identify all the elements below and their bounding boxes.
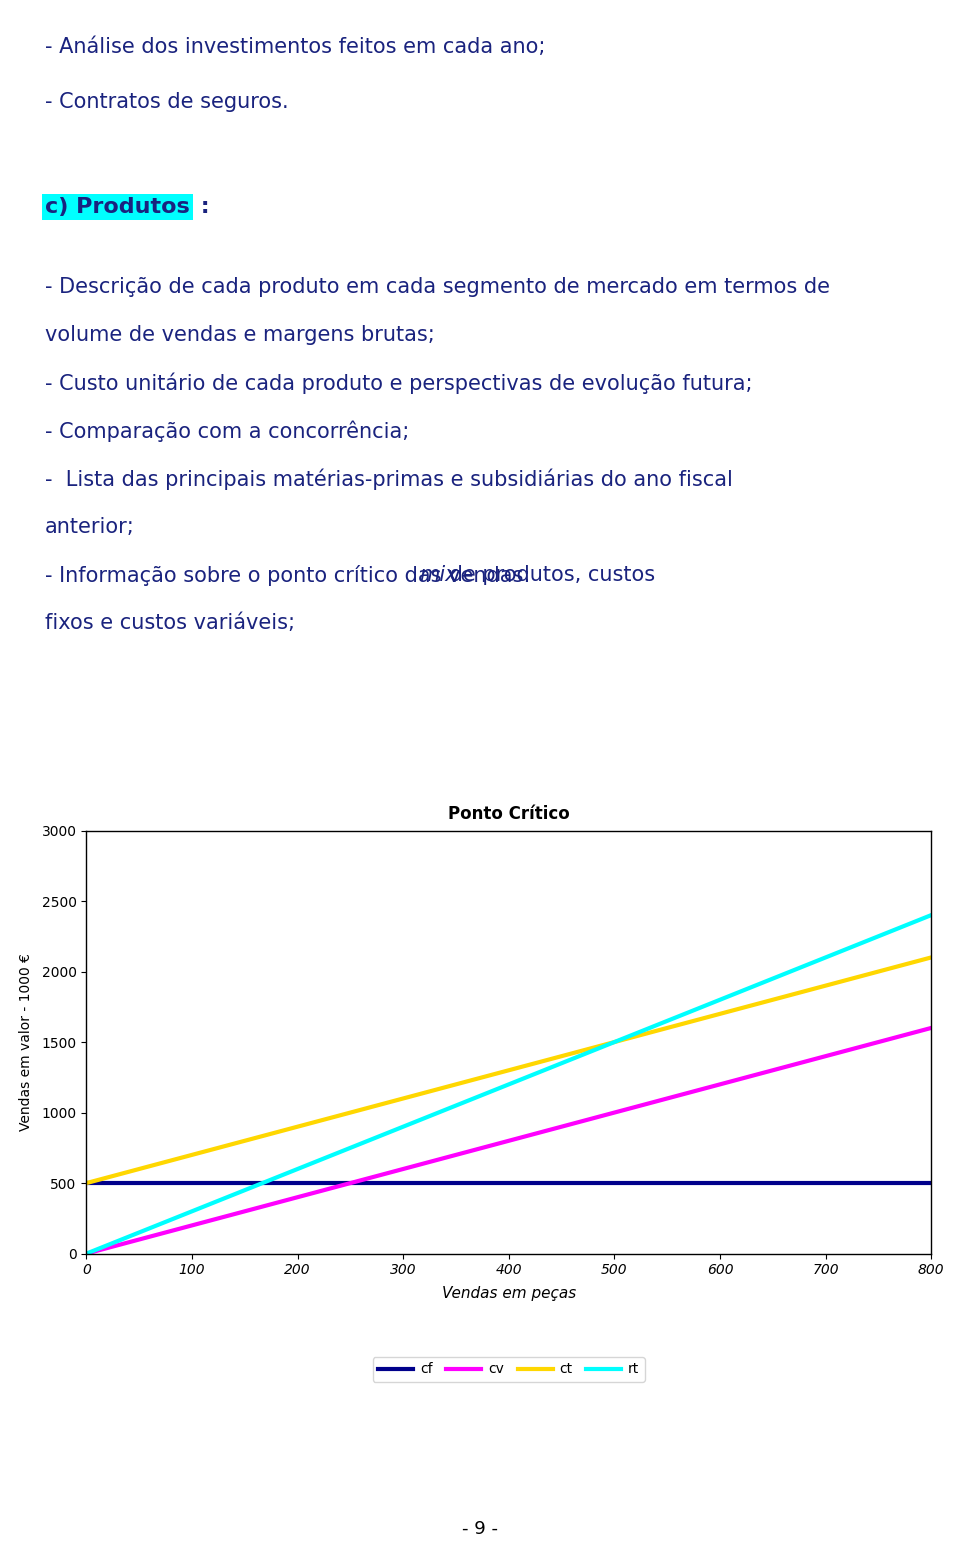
Text: fixos e custos variáveis;: fixos e custos variáveis; xyxy=(45,613,295,633)
Text: - Custo unitário de cada produto e perspectivas de evolução futura;: - Custo unitário de cada produto e persp… xyxy=(45,373,753,395)
Text: - 9 -: - 9 - xyxy=(462,1520,498,1537)
Text: - Análise dos investimentos feitos em cada ano;: - Análise dos investimentos feitos em ca… xyxy=(45,38,545,56)
Text: c) Produtos: c) Produtos xyxy=(45,197,190,216)
Title: Ponto Crítico: Ponto Crítico xyxy=(448,805,569,823)
Text: - Informação sobre o ponto crítico das vendas:: - Informação sobre o ponto crítico das v… xyxy=(45,566,543,586)
Text: :: : xyxy=(193,197,209,216)
Text: -  Lista das principais matérias-primas e subsidiárias do ano fiscal: - Lista das principais matérias-primas e… xyxy=(45,469,732,490)
Text: - Descrição de cada produto em cada segmento de mercado em termos de: - Descrição de cada produto em cada segm… xyxy=(45,277,830,298)
Text: de produtos, custos: de produtos, custos xyxy=(443,566,655,584)
Text: - Comparação com a concorrência;: - Comparação com a concorrência; xyxy=(45,422,409,442)
Text: - Contratos de seguros.: - Contratos de seguros. xyxy=(45,92,289,111)
Text: anterior;: anterior; xyxy=(45,517,134,537)
X-axis label: Vendas em peças: Vendas em peças xyxy=(442,1285,576,1301)
Legend: cf, cv, ct, rt: cf, cv, ct, rt xyxy=(372,1357,645,1382)
Y-axis label: Vendas em valor - 1000 €: Vendas em valor - 1000 € xyxy=(19,953,34,1131)
Text: mix: mix xyxy=(420,566,458,584)
Text: volume de vendas e margens brutas;: volume de vendas e margens brutas; xyxy=(45,324,435,345)
